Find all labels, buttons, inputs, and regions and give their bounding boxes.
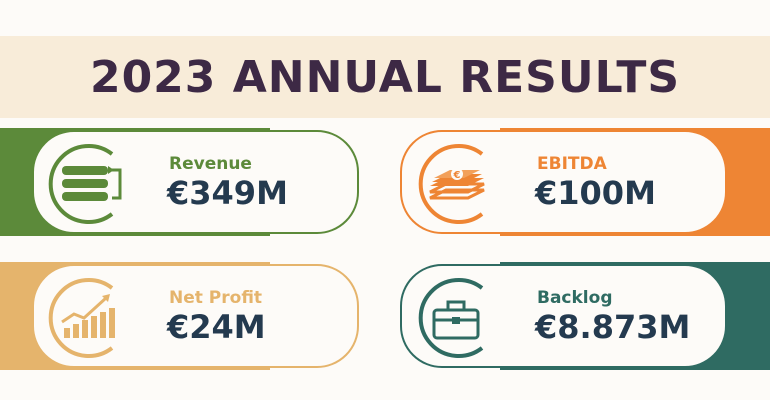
revenue-value: €349M [167, 174, 288, 212]
revenue-bars-icon [40, 136, 136, 232]
revenue-card: Revenue €349M [32, 130, 359, 234]
svg-text:€: € [453, 170, 461, 181]
briefcase-icon [408, 270, 504, 366]
ebitda-value: €100M [535, 174, 656, 212]
backlog-label: Backlog [537, 288, 613, 308]
backlog-card: Backlog €8.873M [400, 264, 727, 368]
backlog-value: €8.873M [535, 308, 691, 346]
ebitda-label: EBITDA [537, 154, 607, 174]
page-title: 2023 ANNUAL RESULTS [89, 51, 681, 103]
net-profit-card: Net Profit €24M [32, 264, 359, 368]
net-profit-label: Net Profit [169, 288, 263, 308]
euro-stack-icon: € [408, 136, 504, 232]
revenue-label: Revenue [169, 154, 252, 174]
ebitda-card: € EBITDA €100M [400, 130, 727, 234]
net-profit-value: €24M [167, 308, 266, 346]
growth-chart-icon [40, 270, 136, 366]
title-banner: 2023 ANNUAL RESULTS [0, 36, 770, 118]
